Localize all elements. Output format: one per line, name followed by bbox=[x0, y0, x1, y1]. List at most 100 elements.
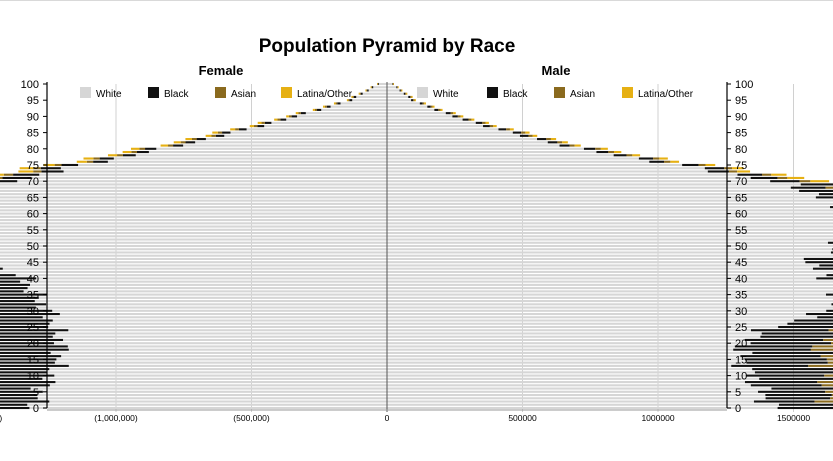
male-bar-asian-age-3 bbox=[830, 397, 833, 400]
right-y-tick-label: 60 bbox=[735, 209, 747, 221]
female-bar-asian-age-72 bbox=[3, 173, 14, 176]
male-bar-white-age-9 bbox=[387, 377, 760, 380]
male-bar-white-age-53 bbox=[387, 235, 833, 238]
female-bar-black-age-74 bbox=[40, 167, 61, 170]
female-bar-black-age-23 bbox=[0, 332, 56, 335]
male-bar-black-age-45 bbox=[805, 261, 833, 264]
male-bar-black-age-10 bbox=[746, 374, 825, 377]
female-bar-asian-age-74 bbox=[33, 167, 41, 170]
female-bar-white-age-2 bbox=[49, 400, 387, 403]
male-bar-black-age-20 bbox=[750, 342, 832, 345]
female-bar-white-age-0 bbox=[29, 406, 388, 410]
male-bar-black-age-30 bbox=[826, 309, 833, 312]
male-bar-latina-other-age-99 bbox=[397, 86, 399, 89]
male-bar-asian-age-24 bbox=[828, 329, 833, 332]
male-bar-black-age-89 bbox=[462, 118, 469, 121]
male-bar-latina-other-age-81 bbox=[574, 144, 581, 147]
female-bar-latina-other-age-93 bbox=[323, 105, 325, 108]
female-bar-white-age-75 bbox=[78, 163, 387, 167]
female-bar-latina-other-age-86 bbox=[230, 128, 236, 131]
male-bar-black-age-7 bbox=[750, 384, 822, 387]
male-bar-asian-age-74 bbox=[724, 167, 733, 170]
male-bar-white-age-36 bbox=[387, 290, 833, 293]
male-bar-asian-age-14 bbox=[827, 361, 833, 364]
female-bar-asian-age-93 bbox=[324, 105, 327, 108]
female-bar-black-age-22 bbox=[0, 335, 53, 338]
female-bar-asian-age-77 bbox=[93, 157, 100, 160]
left-y-tick-label: 15 bbox=[27, 354, 39, 366]
male-bar-latina-other-age-85 bbox=[525, 131, 530, 134]
legend-swatch-black bbox=[487, 87, 498, 98]
female-bar-black-age-95 bbox=[349, 99, 353, 102]
left-y-tick-label: 90 bbox=[27, 111, 39, 123]
male-bar-black-age-41 bbox=[826, 274, 833, 277]
male-bar-black-age-46 bbox=[803, 257, 833, 261]
male-bar-asian-age-85 bbox=[521, 131, 526, 134]
male-bar-white-age-30 bbox=[387, 309, 827, 312]
female-bar-white-age-8 bbox=[55, 381, 387, 384]
male-bar-latina-other-age-82 bbox=[562, 141, 568, 144]
left-y-tick-label: 75 bbox=[27, 160, 39, 172]
female-bar-asian-age-78 bbox=[117, 154, 123, 157]
male-bar-latina-other-age-93 bbox=[432, 105, 435, 108]
male-bar-white-age-90 bbox=[387, 115, 453, 118]
male-bar-white-age-98 bbox=[387, 89, 400, 92]
female-bar-white-age-92 bbox=[321, 108, 387, 111]
female-bar-white-age-72 bbox=[39, 173, 387, 176]
female-bar-white-age-68 bbox=[0, 186, 388, 189]
right-y-tick-label: 100 bbox=[735, 79, 753, 91]
male-bar-black-age-51 bbox=[827, 241, 833, 244]
female-bar-white-age-6 bbox=[30, 387, 388, 390]
x-tick-label: 500000 bbox=[508, 413, 537, 423]
male-bar-black-age-81 bbox=[559, 144, 570, 147]
female-bar-white-age-60 bbox=[0, 212, 388, 215]
male-bar-white-age-41 bbox=[387, 274, 827, 277]
female-bar-black-age-20 bbox=[0, 342, 54, 345]
female-bar-black-age-39 bbox=[0, 280, 21, 283]
female-bar-asian-age-90 bbox=[288, 115, 292, 118]
male-bar-asian-age-88 bbox=[482, 121, 486, 124]
male-bar-white-age-99 bbox=[387, 86, 397, 89]
male-bar-white-age-65 bbox=[387, 196, 816, 199]
male-bar-black-age-67 bbox=[799, 189, 833, 192]
male-bar-latina-other-age-70 bbox=[810, 180, 830, 183]
male-bar-white-age-28 bbox=[387, 316, 818, 319]
male-bar-latina-other-age-100 bbox=[393, 82, 394, 86]
male-bar-white-age-5 bbox=[387, 390, 759, 393]
male-bar-white-age-31 bbox=[387, 306, 833, 309]
legend-swatch-asian bbox=[215, 87, 226, 98]
male-bar-black-age-23 bbox=[761, 332, 833, 335]
male-bar-black-age-94 bbox=[419, 102, 423, 105]
male-bar-black-age-48 bbox=[830, 251, 833, 254]
female-bar-white-age-43 bbox=[2, 267, 388, 270]
male-bar-asian-age-71 bbox=[777, 176, 788, 180]
male-bar-white-age-73 bbox=[387, 170, 708, 173]
male-bar-white-age-77 bbox=[387, 157, 639, 160]
female-bar-white-age-44 bbox=[0, 264, 387, 267]
legend-label-white: White bbox=[433, 89, 459, 100]
male-bar-black-age-74 bbox=[704, 167, 725, 170]
female-bar-black-age-73 bbox=[41, 170, 64, 173]
female-bar-asian-age-88 bbox=[261, 121, 265, 124]
female-bar-white-age-42 bbox=[0, 270, 388, 273]
female-bar-white-age-14 bbox=[54, 361, 388, 364]
male-bar-latina-other-age-90 bbox=[460, 115, 464, 118]
female-bar-black-age-91 bbox=[300, 112, 306, 115]
male-bar-white-age-100 bbox=[387, 82, 393, 86]
female-bar-white-age-4 bbox=[36, 393, 387, 397]
male-bar-white-age-19 bbox=[387, 345, 735, 348]
female-bar-black-age-16 bbox=[0, 355, 62, 358]
male-bar-white-age-79 bbox=[387, 150, 597, 154]
female-bar-white-age-73 bbox=[63, 170, 387, 173]
male-bar-latina-other-age-88 bbox=[485, 121, 489, 124]
male-bar-black-age-0 bbox=[777, 406, 833, 410]
male-bar-white-age-21 bbox=[387, 338, 745, 342]
female-bar-black-age-28 bbox=[0, 316, 43, 319]
left-y-tick-label: 80 bbox=[27, 144, 39, 156]
x-tick-label: (1,000,000) bbox=[94, 413, 138, 423]
male-bar-white-age-27 bbox=[387, 319, 795, 322]
female-bar-black-age-97 bbox=[360, 92, 363, 95]
male-bar-white-age-70 bbox=[387, 180, 771, 183]
female-bar-asian-age-87 bbox=[253, 125, 258, 128]
